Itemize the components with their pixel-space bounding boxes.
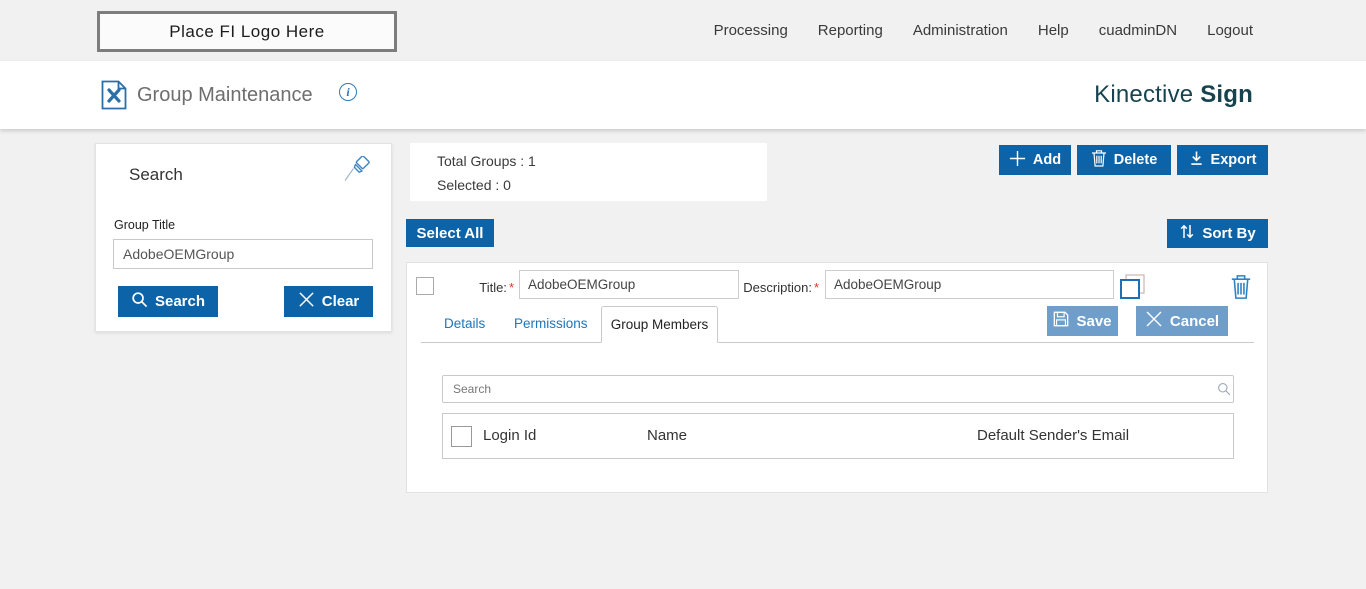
- up-down-arrows-icon: [1179, 223, 1195, 244]
- title-field-label: Title: *: [407, 280, 514, 295]
- title-required-asterisk: *: [508, 280, 514, 295]
- nav-logout[interactable]: Logout: [1207, 22, 1253, 39]
- row-trash-icon[interactable]: [1230, 273, 1252, 301]
- search-button[interactable]: Search: [118, 286, 218, 317]
- save-button-label: Save: [1076, 312, 1112, 330]
- description-field-label: Description: *: [707, 280, 819, 295]
- nav-administration[interactable]: Administration: [912, 22, 1008, 39]
- fi-logo-text: Place FI Logo Here: [169, 21, 325, 41]
- save-button[interactable]: Save: [1047, 306, 1118, 336]
- trash-icon: [1091, 149, 1107, 171]
- nav-user-menu[interactable]: cuadminDN: [1098, 22, 1178, 39]
- clear-button-label: Clear: [321, 293, 360, 310]
- nav-help[interactable]: Help: [1037, 22, 1069, 39]
- cancel-button-label: Cancel: [1169, 312, 1220, 330]
- nav-processing[interactable]: Processing: [713, 22, 788, 39]
- copy-icon[interactable]: [1119, 273, 1147, 301]
- summary-box: Total Groups : 1 Selected : 0: [410, 143, 767, 201]
- group-description-field[interactable]: [825, 270, 1114, 299]
- members-select-all-checkbox[interactable]: [451, 426, 472, 447]
- cancel-button[interactable]: Cancel: [1136, 306, 1228, 336]
- export-button-label: Export: [1210, 152, 1257, 168]
- document-x-icon: [101, 80, 127, 110]
- download-icon: [1189, 150, 1204, 170]
- group-actions-toolbar: Add Delete Export: [999, 145, 1268, 175]
- members-search-input[interactable]: [442, 375, 1234, 403]
- description-label-text: Description:: [743, 280, 812, 295]
- tab-group-members-label: Group Members: [610, 317, 709, 332]
- tab-permissions[interactable]: Permissions: [514, 316, 588, 331]
- clear-button[interactable]: Clear: [284, 286, 373, 317]
- search-panel-title: Search: [129, 165, 183, 184]
- cancel-x-icon: [1145, 310, 1163, 332]
- column-login-id: Login Id: [483, 427, 537, 444]
- description-required-asterisk: *: [813, 280, 819, 295]
- export-button[interactable]: Export: [1177, 145, 1268, 175]
- column-name: Name: [647, 427, 688, 444]
- fi-logo-placeholder: Place FI Logo Here: [97, 11, 397, 52]
- tab-details[interactable]: Details: [444, 316, 486, 331]
- search-panel: Search Group Title Search: [95, 143, 392, 332]
- group-title-input[interactable]: [113, 239, 373, 269]
- select-all-button[interactable]: Select All: [406, 219, 494, 247]
- selected-count-text: Selected : 0: [437, 177, 511, 193]
- sort-by-label: Sort By: [1202, 225, 1256, 242]
- top-bar: Place FI Logo Here Processing Reporting …: [0, 0, 1366, 61]
- magnifier-icon: [131, 291, 148, 312]
- members-table-header: Login Id Name Default Sender's Email: [442, 413, 1234, 459]
- group-row-checkbox[interactable]: [416, 277, 434, 295]
- nav-reporting[interactable]: Reporting: [817, 22, 883, 39]
- delete-button-label: Delete: [1113, 152, 1158, 168]
- page-title: Group Maintenance: [137, 84, 313, 106]
- plus-icon: [1009, 150, 1026, 171]
- pushpin-icon[interactable]: [342, 155, 370, 184]
- search-button-label: Search: [154, 293, 206, 310]
- tabs-divider: [421, 342, 1254, 343]
- title-label-text: Title:: [479, 280, 507, 295]
- delete-button[interactable]: Delete: [1077, 145, 1171, 175]
- add-button[interactable]: Add: [999, 145, 1071, 175]
- group-title-label: Group Title: [114, 218, 176, 232]
- floppy-disk-icon: [1053, 311, 1069, 331]
- group-title-field[interactable]: [519, 270, 739, 299]
- brand-secondary: Sign: [1200, 81, 1253, 108]
- main-panel: Total Groups : 1 Selected : 0 Add Delete: [406, 143, 1268, 583]
- content-area: Search Group Title Search: [0, 129, 1366, 589]
- page-header: Group Maintenance i Kinective Sign: [0, 61, 1366, 129]
- sort-by-button[interactable]: Sort By: [1167, 219, 1268, 248]
- brand-primary: Kinective: [1094, 81, 1194, 108]
- select-all-label: Select All: [416, 224, 484, 242]
- add-button-label: Add: [1032, 152, 1062, 168]
- info-icon[interactable]: i: [339, 83, 357, 101]
- tab-group-members[interactable]: Group Members: [601, 306, 718, 343]
- x-icon: [298, 291, 315, 312]
- top-nav: Processing Reporting Administration Help…: [714, 0, 1253, 61]
- group-row-panel: Title:* Description:* Details Permission…: [406, 262, 1268, 493]
- column-default-senders-email: Default Sender's Email: [977, 427, 1130, 444]
- total-groups-text: Total Groups : 1: [437, 153, 536, 169]
- members-search-magnifier-icon: [1217, 382, 1231, 396]
- brand-logo: Kinective Sign: [1094, 61, 1253, 129]
